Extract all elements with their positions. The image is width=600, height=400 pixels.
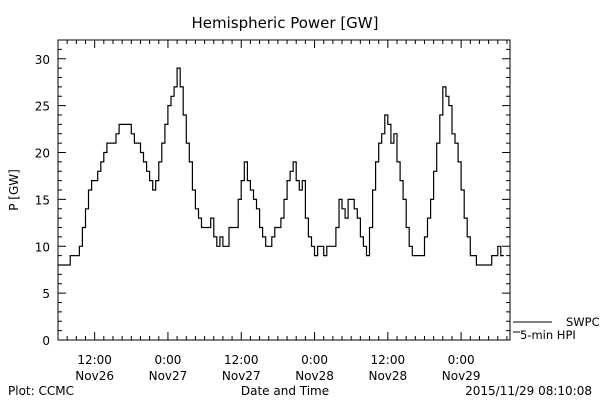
y-tick-label: 20 bbox=[35, 147, 50, 161]
footer-left: Plot: CCMC bbox=[8, 384, 74, 398]
y-tick-label: 10 bbox=[35, 240, 50, 254]
legend-swpc-label: SWPC bbox=[566, 315, 600, 329]
x-tick-label-time: 0:00 bbox=[154, 353, 181, 367]
x-tick-label-date: Nov27 bbox=[149, 369, 188, 383]
x-tick-label-time: 12:00 bbox=[224, 353, 259, 367]
x-tick-label-time: 0:00 bbox=[448, 353, 475, 367]
y-tick-label: 30 bbox=[35, 53, 50, 67]
footer-right: 2015/11/29 08:10:08 bbox=[465, 384, 592, 398]
plot-frame bbox=[57, 39, 511, 341]
x-tick-label-date: Nov26 bbox=[75, 369, 114, 383]
legend-hpi-label: 5-min HPI bbox=[520, 328, 576, 342]
x-axis-label: Date and Time bbox=[241, 384, 329, 398]
x-tick-label-date: Nov29 bbox=[442, 369, 481, 383]
y-tick-label: 0 bbox=[42, 334, 50, 348]
x-tick-label-date: Nov28 bbox=[368, 369, 407, 383]
axes-layer bbox=[57, 39, 511, 341]
y-tick-label: 15 bbox=[35, 193, 50, 207]
x-tick-label-date: Nov28 bbox=[295, 369, 334, 383]
x-tick-label-date: Nov27 bbox=[222, 369, 261, 383]
series-layer bbox=[58, 67, 504, 266]
y-tick-label: 25 bbox=[35, 100, 50, 114]
x-tick-label-time: 0:00 bbox=[301, 353, 328, 367]
legend: SWPC 5-min HPI bbox=[513, 315, 600, 342]
series-line-swpc bbox=[58, 67, 504, 266]
x-tick-label-time: 12:00 bbox=[371, 353, 406, 367]
x-tick-label-time: 12:00 bbox=[77, 353, 112, 367]
y-tick-label: 5 bbox=[42, 287, 50, 301]
y-axis-label: P [GW] bbox=[7, 169, 21, 211]
ticks-layer: 0 5 10 15 20 25 30 12:00 Nov26 0:00 Nov27 12:00 Nov2… bbox=[35, 39, 510, 383]
chart-title: Hemispheric Power [GW] bbox=[192, 14, 379, 32]
